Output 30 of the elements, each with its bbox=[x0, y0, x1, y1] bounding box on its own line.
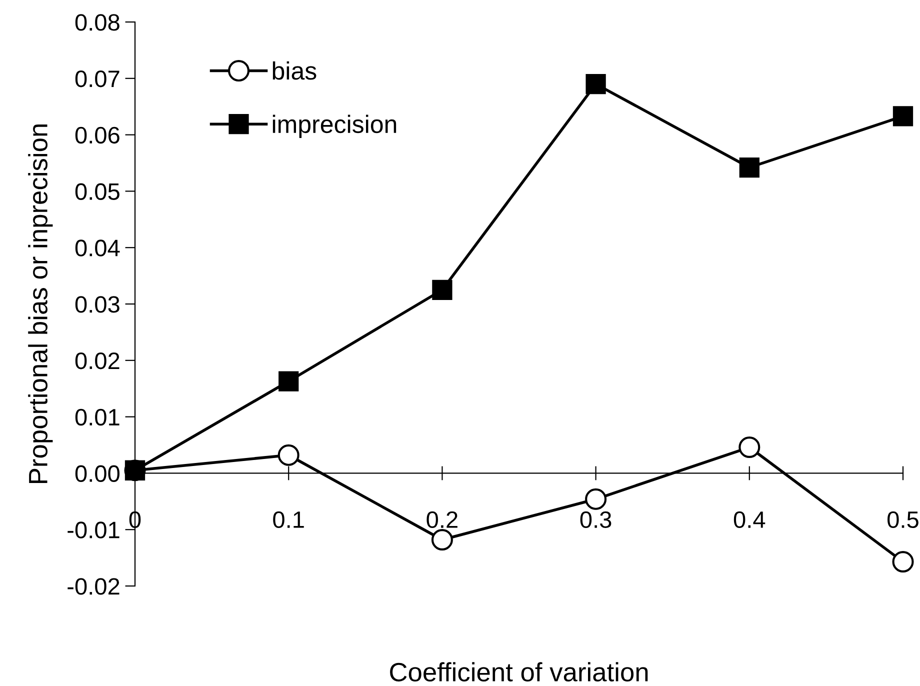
y-tick-label: 0.00 bbox=[75, 465, 120, 482]
y-axis-title: Proportional bias or inprecision bbox=[28, 124, 53, 483]
y-tick-label: 0.01 bbox=[75, 408, 120, 426]
legend-label: imprecision bbox=[272, 114, 396, 138]
point bbox=[432, 280, 452, 300]
y-tick-label: -0.01 bbox=[68, 522, 120, 538]
y-tick-label: 0.02 bbox=[75, 352, 120, 370]
y-tick-label: 0.03 bbox=[75, 296, 120, 313]
x-tick-label: 0.2 bbox=[426, 511, 458, 528]
y-tick-label: -0.02 bbox=[68, 578, 120, 595]
point bbox=[892, 106, 914, 126]
point bbox=[278, 444, 300, 466]
x-tick-label: 0.4 bbox=[734, 511, 766, 528]
x-tick-label: 0.1 bbox=[273, 511, 304, 528]
y-tick-label: 0.08 bbox=[75, 14, 120, 31]
x-axis-title: Coefficient of variation bbox=[390, 662, 648, 682]
y-tick-label: 0.07 bbox=[75, 70, 120, 88]
point bbox=[892, 550, 914, 573]
point bbox=[431, 528, 453, 551]
point bbox=[586, 74, 606, 94]
point bbox=[738, 436, 760, 458]
x-tick-label: 0.3 bbox=[580, 511, 612, 528]
legend-label: bias bbox=[272, 61, 316, 80]
point bbox=[739, 157, 760, 178]
y-tick-label: 0.05 bbox=[75, 183, 120, 200]
point bbox=[585, 488, 607, 510]
y-tick-label: 0.04 bbox=[75, 240, 120, 256]
y-tick-label: 0.06 bbox=[75, 126, 120, 144]
x-tick-label: 0.5 bbox=[888, 511, 918, 528]
point bbox=[278, 371, 299, 392]
